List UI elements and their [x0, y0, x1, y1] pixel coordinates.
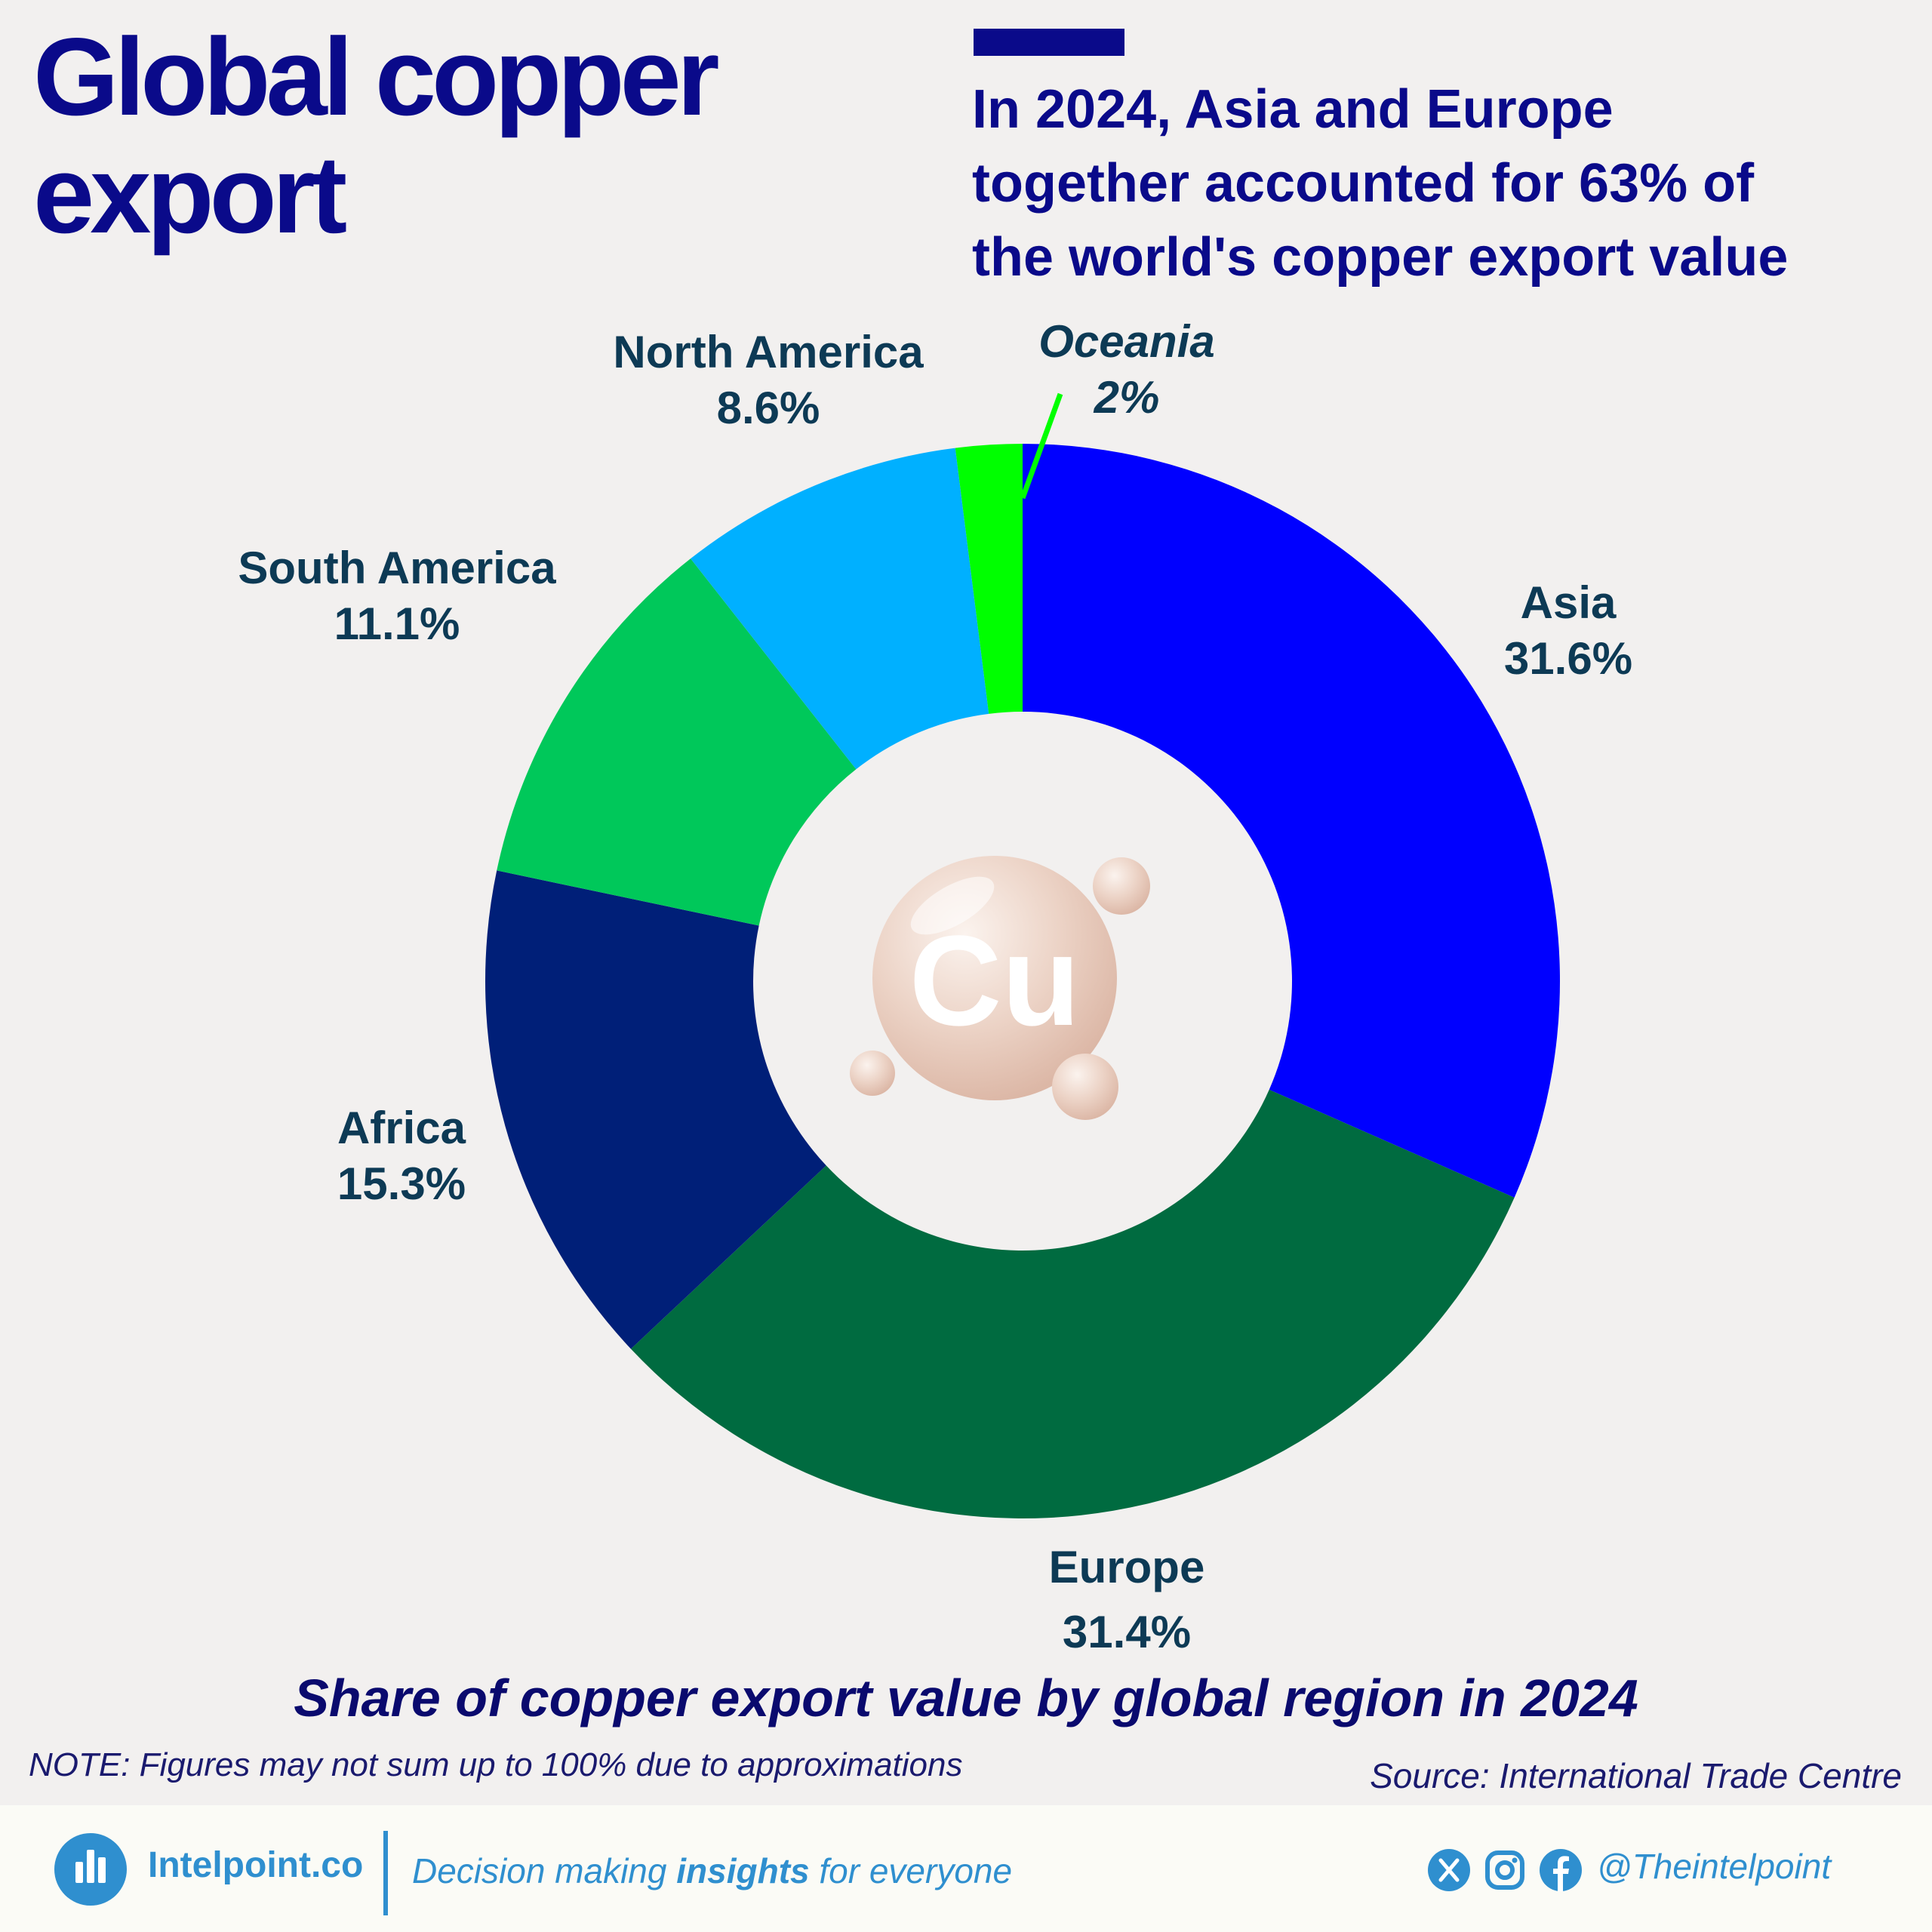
headline-line-1: In 2024, Asia and Europe	[972, 79, 1614, 140]
label-africa: Africa 15.3%	[337, 1103, 466, 1209]
headline-line-2: together accounted for 63% of	[972, 153, 1755, 214]
slice-north-america	[691, 448, 989, 770]
headline: In 2024, Asia and Europe together accoun…	[972, 72, 1923, 294]
headline-accent-bar	[974, 29, 1124, 56]
slice-europe	[630, 1089, 1515, 1518]
label-south-america: South America 11.1%	[238, 543, 556, 649]
donut-slices	[485, 444, 1560, 1518]
source-credit: Source: International Trade Centre	[1370, 1756, 1902, 1795]
headline-line-3: the world's copper export value	[972, 227, 1789, 288]
slice-south-america	[497, 558, 857, 926]
label-asia: Asia 31.6%	[1503, 577, 1633, 684]
copper-element-icon: Cu	[850, 856, 1150, 1120]
tagline: Decision making insights for everyone	[412, 1851, 1013, 1890]
x-icon[interactable]	[1428, 1849, 1470, 1891]
chart-title: Global copper export	[33, 15, 720, 256]
copper-symbol: Cu	[909, 909, 1081, 1053]
slice-africa	[485, 870, 826, 1349]
chart-subtitle: Share of copper export value by global r…	[294, 1669, 1638, 1727]
slice-oceania	[955, 444, 1023, 714]
label-oceania: Oceania 2%	[1038, 316, 1215, 423]
facebook-icon[interactable]	[1540, 1849, 1582, 1891]
social-handle[interactable]: @Theintelpoint	[1597, 1847, 1832, 1886]
slice-asia	[1023, 444, 1560, 1198]
label-europe: Europe 31.4%	[1048, 1542, 1205, 1657]
oceania-leader-line	[1020, 392, 1063, 500]
title-line-1: Global copper	[33, 15, 720, 138]
brand-name[interactable]: Intelpoint.co	[148, 1845, 364, 1885]
intelpoint-logo-icon[interactable]	[54, 1833, 127, 1906]
title-line-2: export	[33, 133, 347, 256]
footnote: NOTE: Figures may not sum up to 100% due…	[29, 1746, 963, 1783]
label-north-america: North America 8.6%	[613, 327, 924, 433]
instagram-icon[interactable]	[1484, 1849, 1526, 1891]
footer-bar: Intelpoint.co Decision making insights f…	[0, 1805, 1932, 1932]
footer-divider	[383, 1831, 388, 1915]
